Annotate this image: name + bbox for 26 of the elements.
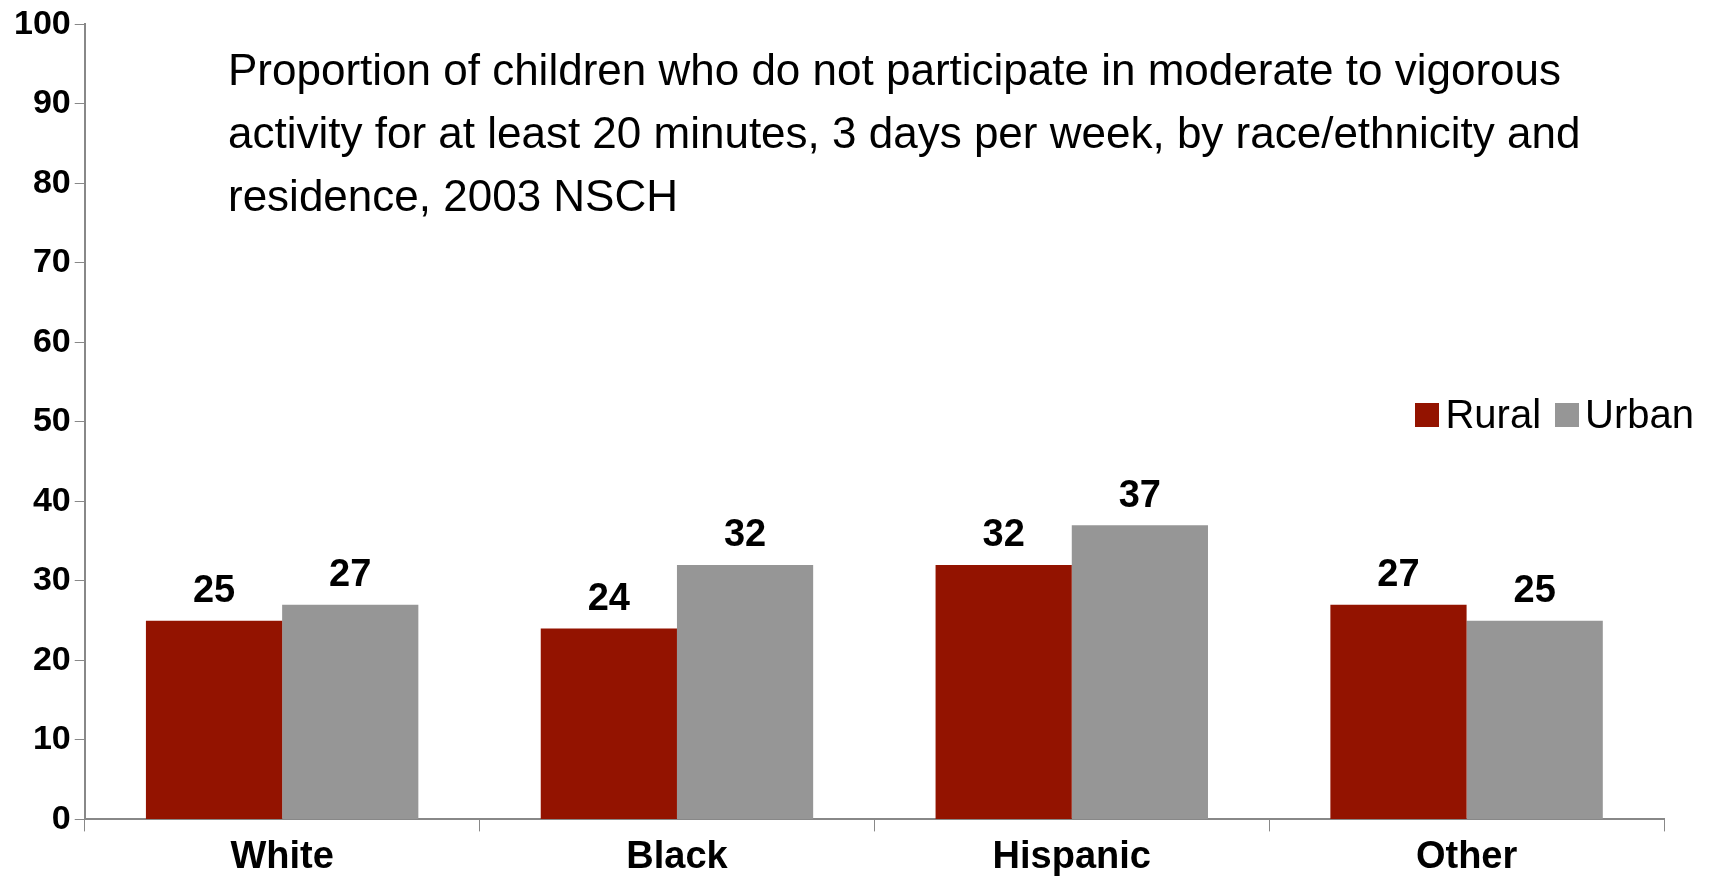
y-tick-label: 100 (13, 2, 71, 41)
x-tick-label: Other (1415, 833, 1518, 876)
y-tick-label: 20 (32, 638, 71, 677)
y-tick-label: 40 (32, 479, 71, 518)
y-tick-label: 80 (32, 161, 71, 200)
data-label: 27 (329, 552, 372, 595)
data-label: 24 (587, 576, 630, 619)
x-tick-label: Hispanic (992, 833, 1151, 876)
legend-label: Rural (1445, 392, 1542, 437)
data-label: 27 (1377, 552, 1420, 595)
y-tick-label: 10 (32, 718, 71, 757)
y-tick-label: 60 (32, 320, 71, 359)
data-label: 32 (982, 512, 1025, 555)
legend-label: Urban (1585, 392, 1694, 437)
y-tick-label: 30 (32, 559, 71, 598)
x-tick-label: White (230, 833, 334, 876)
data-label: 32 (723, 512, 767, 555)
data-label: 25 (192, 568, 236, 611)
y-tick-label: 70 (32, 241, 71, 280)
text: Proportion of children who do not participate in moderate to vigorous activity for at least 20 minutes, 3 days per week, by race/ethnicity and residence, 2003 NSCH (228, 44, 1582, 222)
y-tick-label: 90 (32, 82, 71, 121)
data-label: 25 (1513, 568, 1556, 611)
y-tick-label: 0 (51, 797, 71, 836)
y-tick-label: 50 (32, 400, 71, 439)
data-label: 37 (1118, 472, 1162, 515)
x-tick-label: Black (626, 833, 729, 876)
